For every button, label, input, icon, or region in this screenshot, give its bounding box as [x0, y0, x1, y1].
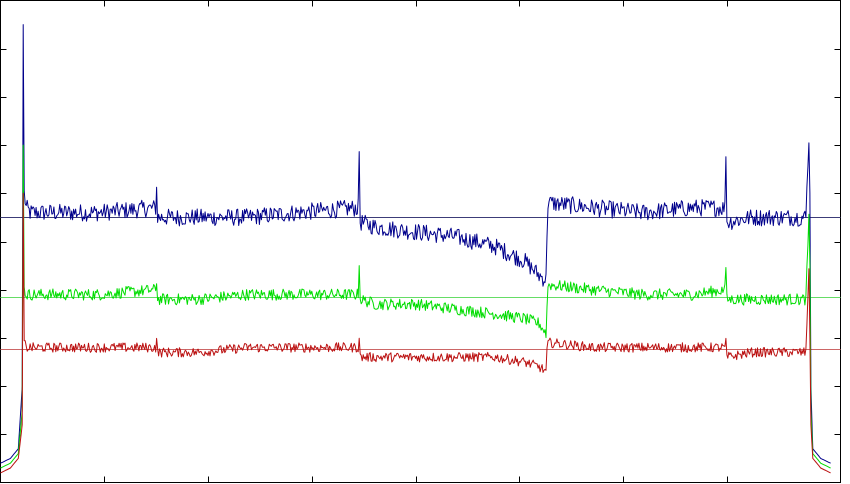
series-lines — [0, 24, 831, 474]
series-line-1 — [0, 144, 831, 469]
series-line-0 — [0, 24, 831, 464]
series-line-2 — [0, 192, 831, 474]
